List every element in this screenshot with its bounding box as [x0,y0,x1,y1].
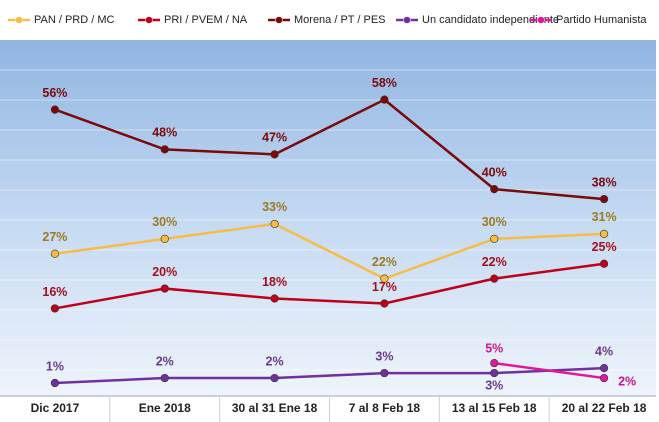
data-point [50,378,60,388]
data-point [160,145,169,154]
series-line [54,262,605,310]
legend-swatch-dot [275,16,283,24]
data-label: 20% [152,265,177,279]
series-line [54,222,605,280]
series-line [494,361,605,380]
data-point [380,274,389,283]
data-point [599,373,609,383]
x-tick-label: Ene 2018 [139,401,191,415]
data-point [599,194,609,204]
data-label: 47% [262,131,287,145]
data-label: 1% [46,359,64,373]
data-label: 4% [595,344,613,358]
data-point [160,373,169,383]
data-label: 22% [482,255,507,269]
data-label: 31% [592,210,617,224]
series-line [54,98,605,201]
legend-label: PAN / PRD / MC [34,14,115,26]
data-point [160,284,169,293]
data-point [50,249,60,258]
legend-swatch-dot [145,16,153,24]
data-label: 33% [262,200,287,214]
data-label: 27% [42,230,67,244]
x-tick-label: 30 al 31 Ene 18 [232,401,318,415]
data-label: 5% [485,341,503,355]
data-point [599,364,609,373]
legend-label: Partido Humanista [556,14,647,26]
data-label: 2% [618,374,636,388]
data-label: 2% [156,354,174,368]
x-tick-label: 20 al 22 Feb 18 [562,401,647,415]
data-label: 56% [42,86,67,100]
data-point [490,234,499,243]
data-point [599,229,609,238]
data-label: 30% [482,215,507,229]
data-point [270,219,279,229]
data-point [270,150,279,159]
data-label: 22% [372,255,397,269]
legend-swatch-dot [403,16,411,24]
data-point [270,294,279,303]
x-tick-label: 7 al 8 Feb 18 [349,401,421,415]
x-tick-label: Dic 2017 [31,401,80,415]
legend-label: Morena / PT / PES [294,14,386,26]
data-point [380,299,389,308]
data-point [50,304,60,313]
data-label: 30% [152,215,177,229]
x-tick-label: 13 al 15 Feb 18 [452,401,537,415]
legend-swatch-dot [15,16,23,24]
data-label: 18% [262,275,287,289]
legend-swatch-dot [537,16,545,24]
data-label: 3% [375,349,393,363]
legend-label: PRI / PVEM / NA [164,14,248,26]
data-label: 58% [372,76,397,90]
data-point [599,259,609,268]
data-label: 38% [592,175,617,189]
data-point [490,274,499,283]
legend-label: Un candidato independiente [422,14,559,26]
data-point [490,359,499,368]
data-point [380,368,389,378]
series-line [54,366,605,385]
data-point [270,373,279,383]
data-label: 3% [485,378,503,392]
data-label: 2% [266,354,284,368]
data-label: 16% [42,285,67,299]
data-label: 40% [482,165,507,179]
data-label: 17% [372,280,397,294]
data-label: 25% [592,240,617,254]
data-point [490,368,499,378]
plot-background [0,40,656,396]
data-point [50,105,60,114]
data-point [490,185,499,194]
data-point [380,95,389,104]
data-label: 48% [152,126,177,140]
data-point [160,234,169,243]
